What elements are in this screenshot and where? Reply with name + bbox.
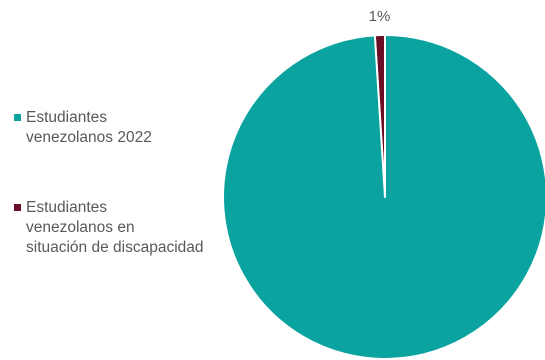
legend-label-line: Estudiantes	[26, 109, 107, 126]
pie-slices	[222, 34, 545, 360]
legend-label-line: situación de discapacidad	[26, 239, 204, 256]
legend-item-estudiantes-2022: Estudiantes venezolanos 2022	[14, 108, 264, 148]
data-labels: 1%	[369, 8, 391, 25]
legend: Estudiantes venezolanos 2022 Estudiantes…	[14, 108, 264, 258]
legend-label-line: venezolanos en	[26, 219, 135, 236]
legend-label-line: Estudiantes	[26, 199, 107, 216]
legend-label-line: venezolanos 2022	[26, 129, 152, 146]
legend-swatch-maroon	[14, 204, 21, 211]
pie-slice-0	[222, 34, 545, 360]
legend-item-discapacidad: Estudiantes venezolanos en situación de …	[14, 198, 264, 258]
legend-label: Estudiantes venezolanos 2022	[26, 108, 256, 148]
legend-swatch-teal	[14, 114, 21, 121]
data-label-1: 1%	[369, 8, 391, 25]
legend-label: Estudiantes venezolanos en situación de …	[26, 198, 256, 258]
